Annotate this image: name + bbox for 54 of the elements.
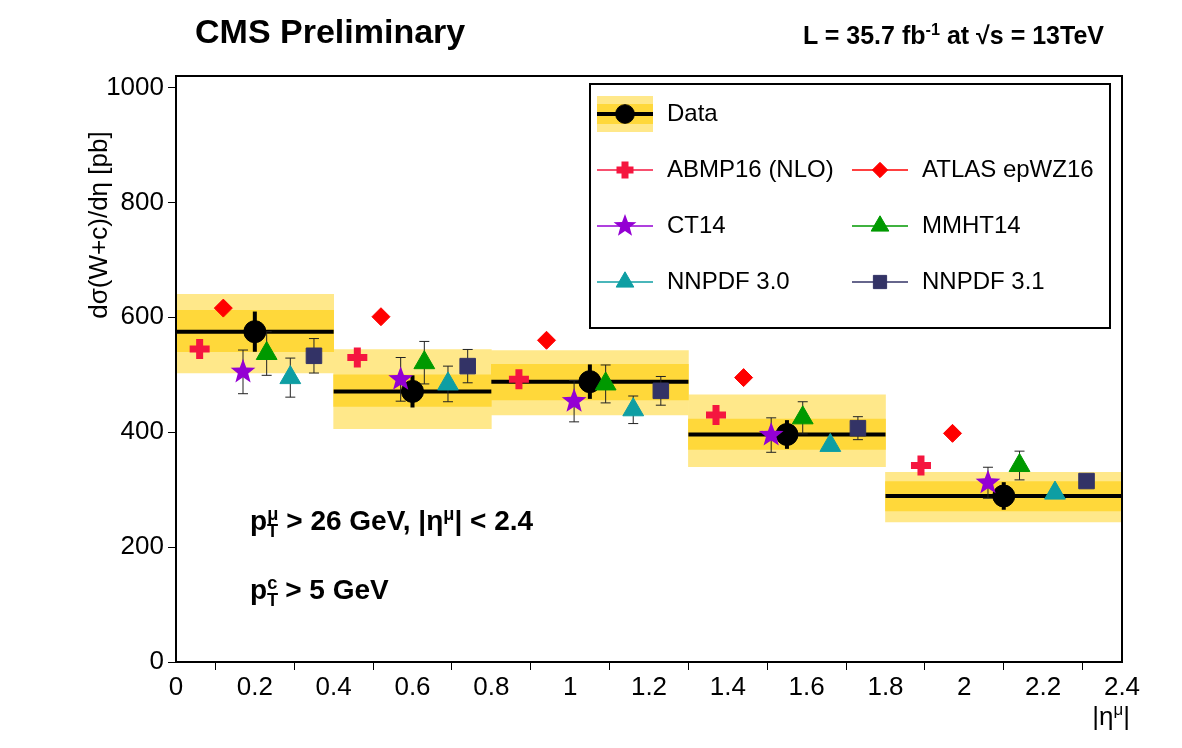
chart-subtitle: L = 35.7 fb$^{-1}$ at √s = 13TeV	[802, 20, 1104, 51]
point	[243, 320, 267, 344]
x-tick-label: 0.6	[394, 670, 431, 701]
legend-label: ATLAS epWZ16	[922, 154, 1094, 182]
point	[537, 330, 557, 350]
x-tick-label: 0.2	[236, 670, 273, 701]
point	[1044, 480, 1066, 500]
point	[305, 347, 323, 365]
point	[734, 368, 754, 388]
x-tick-label: 1.4	[709, 670, 746, 701]
legend-label: CT14	[667, 210, 726, 238]
chart-title: CMS Preliminary	[195, 12, 466, 51]
legend-label: MMHT14	[922, 210, 1021, 238]
y-tick-label: 1000	[106, 70, 164, 101]
legend-label: NNPDF 3.1	[922, 266, 1045, 294]
point	[758, 422, 784, 446]
point	[388, 366, 414, 390]
point	[459, 357, 476, 375]
legend-label: NNPDF 3.0	[667, 266, 790, 294]
point	[578, 370, 602, 394]
point	[371, 307, 391, 327]
x-tick-label: 1.8	[867, 670, 904, 701]
y-tick-label: 200	[120, 530, 164, 561]
point	[775, 422, 799, 446]
y-axis-title: dσ(W+c)/dη [pb]	[82, 131, 114, 319]
point	[943, 423, 963, 443]
legend-label: ABMP16 (NLO)	[667, 154, 834, 182]
y-tick-label: 800	[120, 185, 164, 216]
y-tick-label: 400	[120, 415, 164, 446]
x-tick-label: 2.4	[1103, 670, 1141, 701]
point	[992, 484, 1016, 508]
x-tick-label: 0.4	[315, 670, 352, 701]
x-tick-label: 2	[957, 670, 972, 701]
annotation: p$_{T}$$^{μ}$ > 26 GeV, |η$^{μ}$| < 2.4	[250, 503, 534, 543]
point	[213, 298, 233, 318]
point	[230, 358, 256, 383]
point	[401, 379, 424, 403]
x-tick-label: 0	[168, 670, 184, 701]
point	[849, 419, 867, 437]
point	[1078, 472, 1095, 490]
point	[1008, 453, 1031, 473]
x-tick-label: 1	[562, 670, 578, 701]
y-tick-label: 0	[149, 645, 164, 676]
legend-label: Data	[667, 98, 719, 126]
x-tick-label: 2.2	[1025, 670, 1062, 701]
annotation: p$_{T}$$^{c}$ > 5 GeV	[250, 571, 390, 612]
x-tick-label: 1.2	[630, 670, 668, 701]
x-axis-title: |η$^{μ}$|	[1092, 700, 1130, 732]
x-tick-label: 0.8	[473, 670, 510, 701]
point	[975, 469, 1001, 494]
point	[652, 382, 670, 400]
point	[561, 388, 587, 412]
x-tick-label: 1.6	[788, 670, 825, 701]
y-tick-label: 600	[120, 300, 164, 331]
